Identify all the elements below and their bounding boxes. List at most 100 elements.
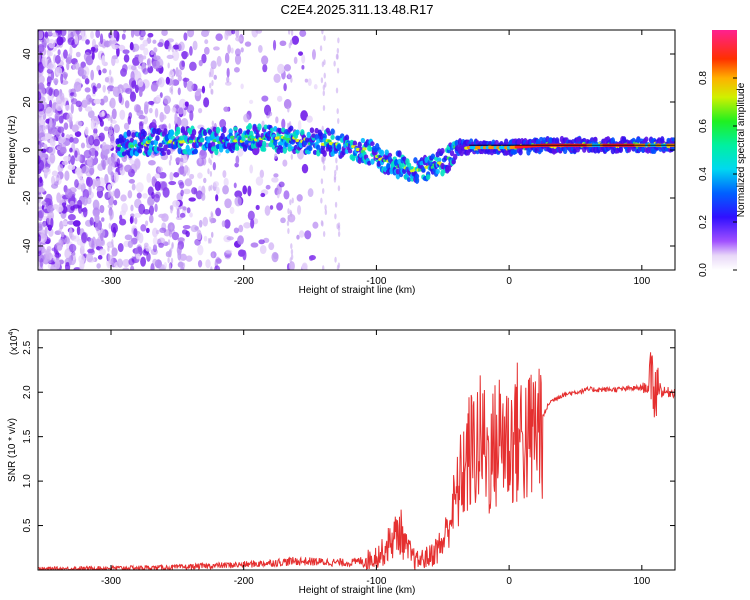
noise-speckle (160, 181, 168, 191)
noise-speckle (283, 190, 290, 200)
noise-speckle (42, 123, 47, 133)
noise-speckle (233, 67, 240, 73)
noise-speckle (178, 41, 185, 52)
signal-band (347, 148, 353, 154)
noise-speckle (304, 230, 312, 240)
noise-speckle (196, 229, 202, 241)
signal-band (414, 176, 420, 184)
noise-streak (168, 264, 172, 270)
noise-speckle (92, 199, 100, 211)
noise-streak (111, 232, 115, 239)
noise-speckle (243, 222, 251, 229)
noise-speckle (127, 240, 134, 248)
noise-speckle (182, 206, 187, 211)
noise-speckle (205, 259, 211, 269)
noise-speckle (224, 198, 232, 209)
noise-speckle (197, 172, 203, 179)
noise-streak (286, 122, 290, 129)
noise-speckle (40, 148, 47, 153)
noise-speckle (143, 208, 151, 215)
noise-speckle (55, 204, 64, 213)
signal-band (241, 136, 246, 142)
noise-streak (110, 76, 113, 83)
noise-speckle (278, 181, 285, 188)
noise-speckle (147, 100, 155, 105)
noise-streak (320, 77, 324, 84)
noise-speckle (258, 239, 265, 245)
noise-speckle (74, 179, 79, 188)
snr-xlabel: Height of straight line (km) (299, 585, 416, 596)
noise-speckle (182, 224, 191, 230)
snr-marks (38, 352, 675, 570)
noise-speckle (128, 179, 136, 184)
signal-band (155, 135, 160, 142)
noise-streak (336, 67, 340, 74)
noise-speckle (138, 232, 144, 244)
noise-speckle (250, 242, 259, 248)
noise-speckle (121, 33, 126, 40)
noise-speckle (198, 108, 203, 114)
noise-speckle (177, 249, 182, 261)
noise-streak (107, 87, 111, 94)
noise-streak (290, 248, 294, 255)
noise-speckle (243, 113, 250, 123)
noise-streak (211, 120, 215, 127)
noise-streak (107, 245, 110, 252)
noise-speckle (283, 98, 292, 110)
signal-band (282, 146, 288, 154)
noise-streak (290, 30, 294, 36)
signal-band (384, 149, 389, 156)
noise-speckle (129, 41, 134, 51)
noise-speckle (259, 244, 267, 255)
noise-speckle (273, 173, 279, 178)
noise-speckle (214, 265, 221, 270)
noise-speckle (46, 81, 51, 87)
noise-speckle (57, 143, 63, 150)
noise-speckle (103, 40, 111, 48)
noise-streak (210, 184, 213, 191)
noise-speckle (64, 237, 71, 245)
noise-speckle (79, 153, 83, 163)
signal-band (443, 155, 448, 161)
noise-streak (107, 126, 110, 133)
spectrogram-ytick-label: -20 (22, 190, 33, 205)
spectrogram-xtick-label: -100 (366, 276, 386, 287)
noise-speckle (38, 187, 46, 193)
noise-speckle (44, 226, 48, 236)
snr-xtick-label: -300 (101, 576, 121, 587)
noise-speckle (140, 224, 147, 232)
noise-streak (169, 43, 172, 50)
signal-band (295, 129, 300, 136)
noise-speckle (240, 83, 244, 90)
noise-speckle (53, 78, 59, 85)
noise-speckle (186, 80, 194, 92)
noise-speckle (38, 43, 45, 53)
noise-speckle (301, 64, 305, 70)
noise-speckle (71, 124, 79, 133)
noise-speckle (277, 63, 285, 74)
noise-speckle (150, 51, 155, 56)
noise-speckle (90, 69, 95, 81)
noise-speckle (215, 207, 222, 217)
noise-speckle (67, 37, 76, 46)
noise-streak (287, 106, 290, 113)
noise-speckle (50, 70, 55, 81)
noise-speckle (145, 246, 152, 252)
noise-streak (107, 115, 111, 122)
spectrogram-xtick-label: -300 (101, 276, 121, 287)
noise-speckle (176, 208, 180, 219)
noise-speckle (84, 78, 90, 85)
noise-speckle (235, 48, 241, 57)
noise-speckle (117, 44, 126, 52)
noise-speckle (55, 102, 63, 112)
noise-speckle (138, 114, 146, 120)
noise-speckle (213, 74, 217, 80)
noise-streak (107, 253, 111, 260)
noise-speckle (139, 110, 144, 115)
signal-band (357, 141, 362, 149)
noise-speckle (219, 118, 227, 129)
noise-speckle (155, 229, 160, 235)
noise-speckle (58, 134, 66, 144)
noise-streak (320, 178, 324, 185)
